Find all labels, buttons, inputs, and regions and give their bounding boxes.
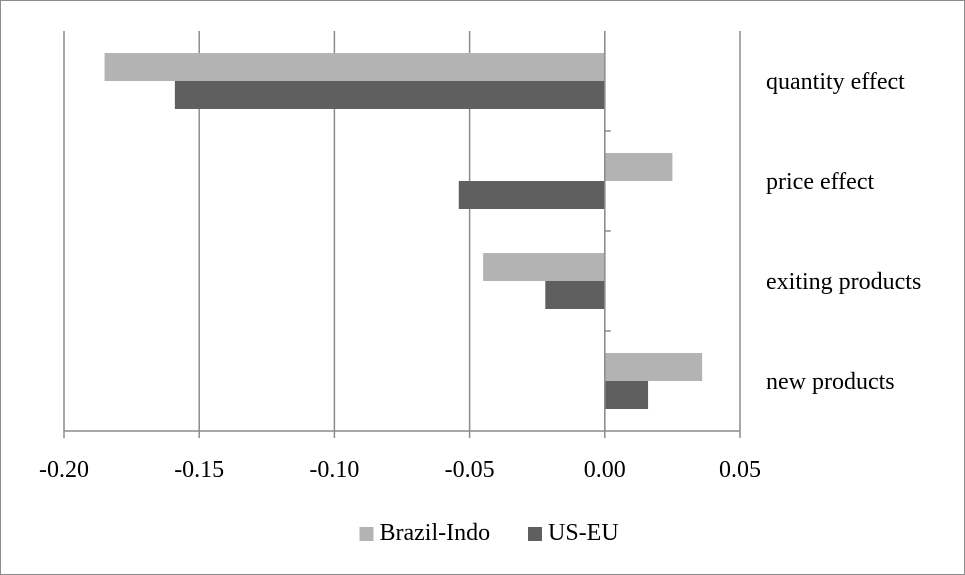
x-tick-label: -0.20 [39,457,89,483]
bar [483,253,605,281]
category-label: quantity effect [766,69,905,95]
x-tick-label: 0.05 [719,457,761,483]
bar [604,153,673,181]
bar [604,381,649,409]
legend: Brazil-Indo US-EU [359,520,619,546]
legend-label: US-EU [548,520,619,546]
bar [545,281,605,309]
category-label: exiting products [766,269,921,295]
bars [104,53,703,409]
bar [174,81,605,109]
legend-swatch [359,527,374,541]
axis [63,31,741,438]
category-labels: quantity effect price effect exiting produ… [766,69,921,395]
x-tick-label: -0.15 [174,457,224,483]
legend-item: US-EU [528,520,619,546]
x-tick-label: -0.05 [445,457,495,483]
x-tick-label: -0.10 [309,457,359,483]
category-label: price effect [766,169,874,195]
legend-swatch [528,527,542,541]
bar [104,53,605,81]
x-tick-label: 0.00 [584,457,626,483]
legend-item: Brazil-Indo [359,520,491,546]
x-tick-labels: -0.20 -0.15 -0.10 -0.05 0.00 0.05 [39,457,761,483]
category-label: new products [766,369,895,395]
bar [458,181,605,209]
bar [604,353,703,381]
legend-label: Brazil-Indo [380,520,491,546]
